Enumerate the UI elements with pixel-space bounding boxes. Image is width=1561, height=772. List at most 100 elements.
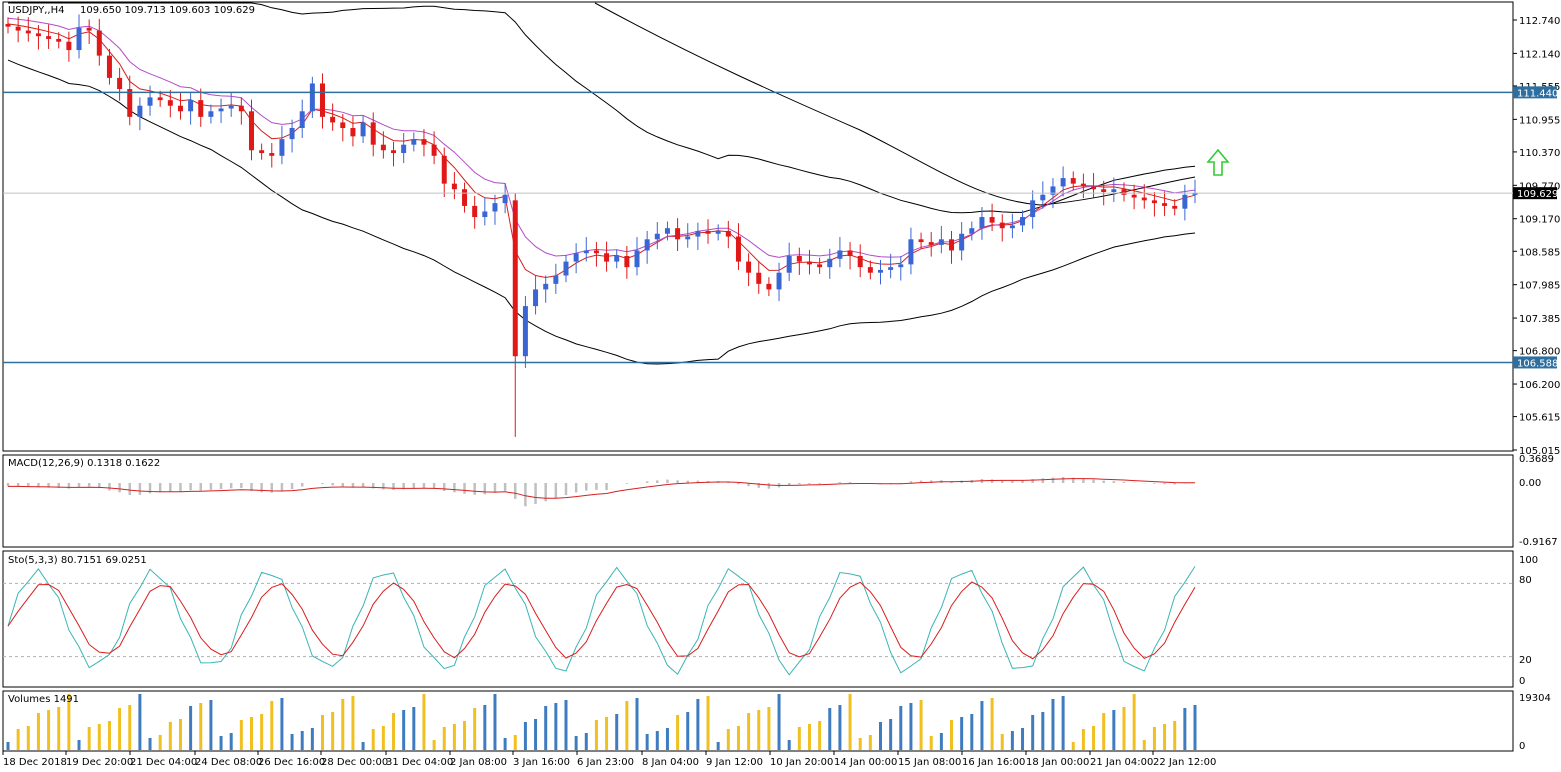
candle-body bbox=[685, 236, 691, 240]
candle-body bbox=[340, 122, 346, 128]
time-label: 18 Dec 2018 bbox=[3, 757, 67, 768]
candle-body bbox=[928, 242, 934, 245]
candle-body bbox=[46, 36, 52, 39]
stochastic-label: Sto(5,3,3) 80.7151 69.0251 bbox=[8, 555, 147, 566]
time-label: 15 Jan 08:00 bbox=[898, 757, 961, 768]
candle-body bbox=[1151, 200, 1157, 204]
time-label: 8 Jan 04:00 bbox=[642, 757, 699, 768]
macd-panel: 0.3689 0.00 -0.9167 bbox=[6, 454, 1558, 548]
candle-body bbox=[269, 153, 275, 156]
candle-body bbox=[1070, 178, 1076, 184]
candle-body bbox=[1050, 186, 1056, 195]
candle-body bbox=[96, 30, 102, 56]
candle-body bbox=[360, 122, 366, 137]
candle-body bbox=[462, 189, 468, 206]
time-label: 14 Jan 00:00 bbox=[834, 757, 897, 768]
ma-violet-line bbox=[7, 17, 1196, 258]
time-label: 31 Dec 04:00 bbox=[386, 757, 453, 768]
candle-body bbox=[664, 228, 670, 234]
candle-body bbox=[218, 108, 224, 112]
level-label-box bbox=[1513, 86, 1557, 99]
stochastic-axis-label: 100 bbox=[1519, 555, 1538, 566]
price-label: 112.740 bbox=[1519, 16, 1560, 27]
volume-axis-label: 19304 bbox=[1519, 693, 1551, 704]
candle-body bbox=[441, 155, 447, 184]
candle-body bbox=[817, 264, 823, 268]
candle-body bbox=[1182, 194, 1188, 209]
candle-body bbox=[1141, 197, 1147, 201]
horizontal-levels[interactable]: 111.440 106.588 109.629 bbox=[3, 86, 1558, 369]
candle-body bbox=[279, 139, 285, 156]
chart-header-ohlc: 109.650 109.713 109.603 109.629 bbox=[80, 5, 255, 16]
candle-body bbox=[725, 230, 731, 237]
current-price-label: 109.629 bbox=[1517, 189, 1558, 200]
price-label: 110.955 bbox=[1519, 115, 1560, 126]
candle-body bbox=[492, 203, 498, 212]
stochastic-frame bbox=[2, 550, 1514, 688]
chart-header-symbol: USDJPY,,H4 bbox=[8, 5, 64, 16]
candle-body bbox=[1111, 189, 1117, 192]
candle-body bbox=[583, 250, 589, 254]
time-label: 21 Dec 04:00 bbox=[130, 757, 197, 768]
candle-body bbox=[350, 127, 356, 137]
bollinger-bands bbox=[7, 2, 1196, 365]
band-upper-line bbox=[8, 2, 1196, 214]
candle-body bbox=[695, 230, 701, 237]
candle-body bbox=[786, 256, 792, 273]
candle-body bbox=[806, 261, 812, 265]
up-arrow-icon bbox=[1206, 148, 1230, 176]
candle-body bbox=[593, 250, 599, 254]
candle-body bbox=[370, 122, 376, 145]
main-chart-frame bbox=[2, 1, 1514, 452]
level-label: 106.588 bbox=[1517, 358, 1558, 369]
macd-frame bbox=[2, 454, 1514, 548]
time-label: 19 Dec 20:00 bbox=[66, 757, 133, 768]
time-label: 16 Jan 16:00 bbox=[962, 757, 1025, 768]
moving-averages bbox=[7, 17, 1196, 279]
candle-body bbox=[918, 239, 924, 243]
candle-body bbox=[391, 150, 397, 154]
macd-axis-label: -0.9167 bbox=[1519, 537, 1558, 548]
candle-body bbox=[1020, 217, 1026, 226]
candle-body bbox=[705, 230, 711, 234]
candle-body bbox=[177, 105, 183, 112]
candle-body bbox=[938, 239, 944, 245]
stochastic-main-line bbox=[7, 566, 1196, 676]
candle-body bbox=[573, 253, 579, 262]
candle-body bbox=[238, 105, 244, 112]
candle-body bbox=[248, 111, 254, 151]
time-label: 3 Jan 16:00 bbox=[513, 757, 570, 768]
candle-body bbox=[1009, 225, 1015, 229]
candle-body bbox=[127, 89, 133, 117]
macd-label: MACD(12,26,9) 0.1318 0.1622 bbox=[8, 458, 160, 469]
time-label: 9 Jan 12:00 bbox=[706, 757, 763, 768]
candle-body bbox=[715, 230, 721, 234]
price-label: 109.170 bbox=[1519, 215, 1560, 226]
candle-body bbox=[1101, 189, 1107, 192]
candle-body bbox=[1162, 203, 1168, 206]
macd-signal-line bbox=[8, 478, 1195, 499]
time-label: 21 Jan 04:00 bbox=[1090, 757, 1153, 768]
candle-body bbox=[857, 256, 863, 268]
macd-axis-label: 0.3689 bbox=[1519, 454, 1554, 465]
candle-body bbox=[604, 253, 610, 262]
candle-body bbox=[431, 144, 437, 156]
price-label: 106.200 bbox=[1519, 380, 1560, 391]
candle-body bbox=[188, 100, 194, 112]
candle-body bbox=[969, 228, 975, 234]
price-label: 109.770 bbox=[1519, 181, 1560, 192]
time-label: 22 Jan 12:00 bbox=[1153, 757, 1216, 768]
candle-body bbox=[137, 105, 143, 117]
candle-body bbox=[522, 306, 528, 357]
candle-body bbox=[796, 256, 802, 262]
candle-body bbox=[735, 236, 741, 262]
time-label: 24 Dec 08:00 bbox=[195, 757, 262, 768]
candle-body bbox=[228, 105, 234, 109]
candle-body bbox=[330, 116, 336, 123]
price-label: 112.140 bbox=[1519, 49, 1560, 60]
candle-body bbox=[624, 256, 630, 268]
price-label: 105.015 bbox=[1519, 446, 1560, 457]
candle-body bbox=[847, 250, 853, 257]
level-label-box bbox=[1513, 356, 1557, 369]
